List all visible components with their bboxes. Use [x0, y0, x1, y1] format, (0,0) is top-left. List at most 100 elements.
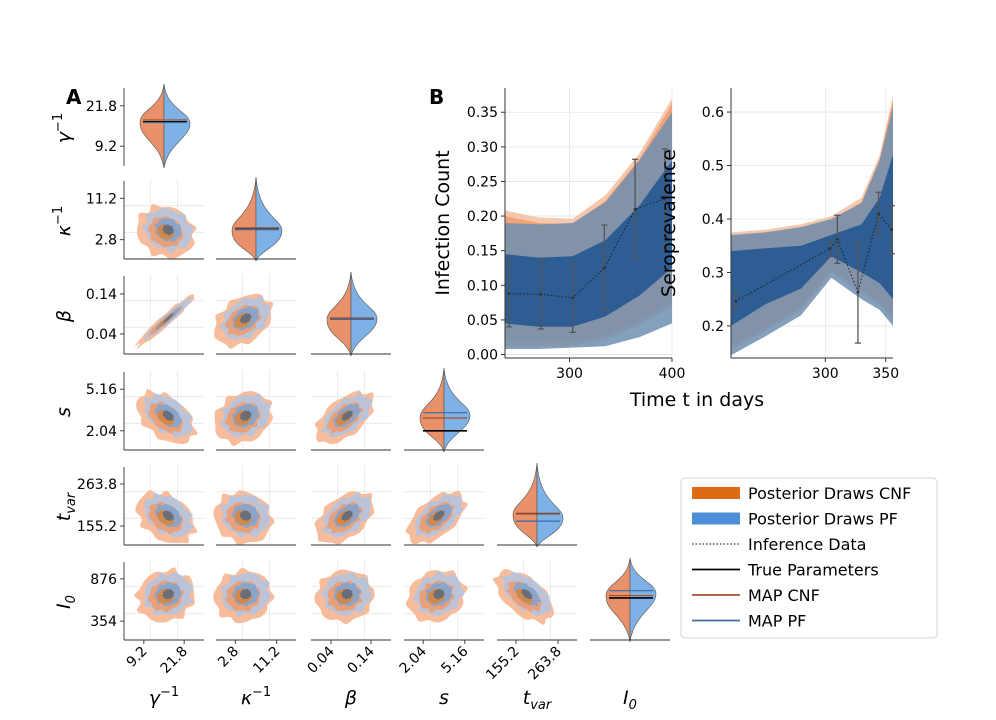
row-axis: 354 876 I0	[53, 562, 125, 640]
pair-cell	[213, 560, 296, 641]
violin-cnf-half	[512, 462, 538, 548]
x-tick-label: 263.8	[525, 644, 565, 684]
y-tick-label: 0.2	[702, 319, 724, 335]
y-tick-label: 0.15	[467, 244, 498, 260]
data-point	[856, 290, 860, 294]
legend: Posterior Draws CNF Posterior Draws PF Inf…	[680, 477, 938, 639]
pair-cell	[214, 274, 296, 355]
pf-inner-contour	[162, 589, 174, 600]
y-tick-label: 0.30	[467, 140, 498, 156]
y-tick-label: 9.2	[95, 139, 117, 155]
pair-cell	[404, 465, 484, 546]
column-axis: 9.2 21.8 γ−1	[124, 640, 191, 709]
y-axis-label: β	[53, 310, 75, 323]
x-tick-label: 2.04	[397, 643, 430, 676]
y-axis-label: I0	[53, 595, 79, 609]
x-tick-label: 9.2	[124, 644, 151, 671]
pf-inner-contour	[341, 410, 354, 422]
corner-plot: 9.221.8γ−12.811.2κ−10.040.14β2.045.16s15…	[51, 83, 670, 713]
y-tick-label: 0.3	[702, 265, 724, 281]
pf-inner-contour	[162, 224, 175, 235]
legend-item: MAP PF	[692, 612, 806, 631]
y-tick-label: 0.05	[467, 313, 498, 329]
violin-cnf-half	[605, 557, 631, 643]
pair-cell	[124, 274, 204, 355]
legend-label: True Parameters	[747, 561, 879, 580]
pair-cell	[214, 370, 296, 451]
violin-cnf-half	[139, 83, 165, 169]
column-axis: 2.04 5.16 s	[397, 640, 472, 709]
x-axis-label: s	[439, 687, 449, 709]
y-axis-label: κ−1	[51, 206, 75, 236]
x-tick-label: 350	[872, 366, 899, 382]
data-point	[602, 266, 606, 270]
y-tick-label: 354	[90, 614, 117, 630]
y-tick-label: 0.25	[467, 174, 498, 190]
x-tick-label: 5.16	[438, 643, 471, 676]
pair-cell	[404, 560, 484, 641]
x-axis-label: I0	[623, 687, 637, 713]
x-tick-label: 0.14	[344, 643, 377, 676]
row-axis: 0.04 0.14 β	[53, 276, 125, 354]
x-tick-label: 11.2	[250, 644, 283, 677]
pf-inner-contour	[162, 410, 174, 421]
infection-count-plot: 0.00 0.05 0.10 0.15 0.20 0.25 0.30 0.35 300 400 In…	[432, 88, 685, 382]
legend-swatch	[692, 512, 740, 525]
pf-inner-contour	[521, 588, 533, 600]
y-tick-label: 0.6	[702, 105, 724, 121]
violin-cell	[590, 557, 670, 643]
pf-inner-contour	[341, 510, 354, 522]
legend-label: Inference Data	[748, 535, 866, 554]
pair-cell	[311, 465, 391, 546]
violin-pf-half	[255, 176, 283, 262]
data-point	[877, 212, 880, 216]
x-tick-label: 0.04	[304, 643, 337, 676]
inference-data-line	[735, 212, 893, 302]
pair-cell	[213, 465, 296, 546]
violin-cnf-half	[231, 176, 257, 262]
y-tick-label: 0.04	[86, 327, 117, 343]
legend-swatch	[692, 487, 740, 499]
x-tick-label: 155.2	[483, 644, 523, 684]
pair-cell	[124, 465, 204, 546]
data-point	[663, 197, 667, 201]
y-tick-label: 0.20	[467, 209, 498, 225]
legend-item: MAP CNF	[692, 586, 820, 605]
y-tick-label: 0.10	[467, 278, 498, 294]
x-tick-label: 300	[812, 366, 839, 382]
y-axis-label: Infection Count	[432, 150, 454, 295]
violin-pf-half	[629, 557, 657, 643]
y-tick-label: 0.00	[467, 348, 498, 364]
y-tick-label: 0.5	[702, 159, 724, 175]
legend-label: MAP PF	[748, 612, 806, 631]
y-axis-label: γ−1	[51, 113, 75, 143]
pf-band-inner	[505, 160, 672, 327]
pf-inner-contour	[240, 410, 252, 421]
y-tick-label: 11.2	[86, 191, 117, 207]
violin-pf-half	[443, 367, 471, 453]
legend-item: Posterior Draws CNF	[692, 484, 911, 503]
y-tick-label: 876	[90, 572, 117, 588]
data-point	[539, 292, 543, 296]
pf-band-inner	[731, 154, 893, 326]
x-tick-label: 21.8	[158, 644, 191, 677]
data-point	[571, 296, 575, 300]
column-axis: 2.8 11.2 κ−1	[215, 640, 284, 709]
violin-pf-half	[163, 83, 191, 169]
violin-cell	[404, 367, 484, 453]
panel-a-label: A	[66, 85, 82, 109]
pair-cell	[311, 370, 391, 451]
y-axis-label: tvar	[53, 491, 79, 521]
seroprevalence-plot: 0.2 0.3 0.4 0.5 0.6 300 350 Seroprevalence	[658, 88, 899, 382]
legend-label: Posterior Draws PF	[748, 510, 898, 529]
violin-cell	[311, 271, 391, 357]
x-tick-label: 400	[659, 366, 686, 382]
violin-cnf-half	[419, 367, 445, 453]
legend-item: Posterior Draws PF	[692, 510, 898, 529]
data-point	[890, 228, 894, 232]
violin-pf-half	[350, 271, 378, 357]
column-axis: 0.04 0.14 β	[304, 640, 378, 709]
violin-cell	[497, 462, 577, 548]
row-axis: 9.2 21.8 γ−1	[51, 88, 125, 166]
